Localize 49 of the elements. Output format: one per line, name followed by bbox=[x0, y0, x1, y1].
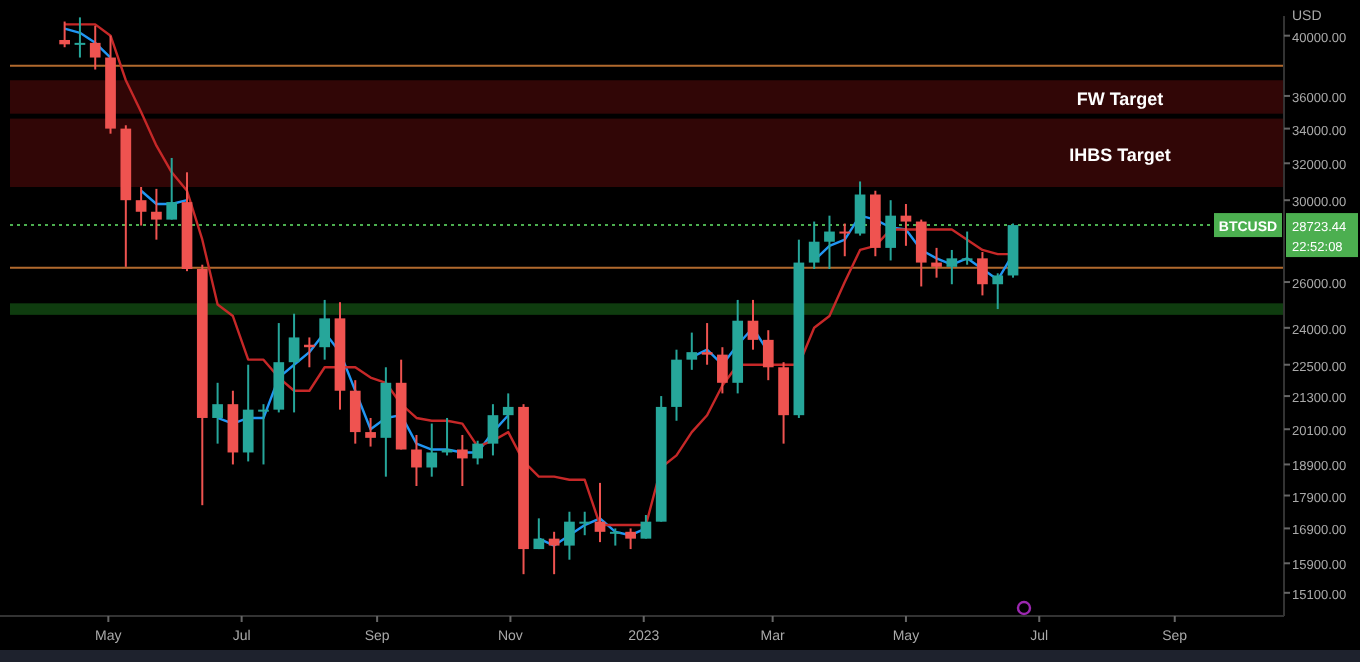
candlestick bbox=[717, 346, 728, 395]
candlestick bbox=[288, 312, 300, 414]
candlestick bbox=[640, 514, 652, 540]
candlestick bbox=[885, 199, 897, 262]
candlestick bbox=[762, 329, 774, 382]
candlestick bbox=[808, 220, 820, 270]
candlestick bbox=[961, 230, 973, 266]
candlestick bbox=[931, 246, 942, 279]
candlestick bbox=[472, 439, 483, 466]
candlestick bbox=[686, 331, 698, 371]
candlestick bbox=[212, 381, 223, 445]
candlestick bbox=[135, 186, 147, 227]
candlestick bbox=[701, 322, 713, 366]
candlestick bbox=[946, 248, 958, 286]
candlestick bbox=[900, 203, 912, 247]
candlestick bbox=[273, 322, 285, 414]
candlestick bbox=[977, 251, 988, 297]
candlestick bbox=[747, 298, 759, 351]
band-label: IHBS Target bbox=[1069, 144, 1171, 165]
candlestick bbox=[533, 517, 545, 551]
candlestick bbox=[824, 214, 835, 270]
candlestick bbox=[579, 510, 591, 537]
candlestick bbox=[258, 403, 269, 466]
candlestick bbox=[59, 20, 70, 49]
candlestick bbox=[548, 530, 560, 576]
candlestick bbox=[915, 218, 927, 288]
band-label: FW Target bbox=[1076, 88, 1164, 109]
candlestick bbox=[502, 392, 514, 431]
candlestick bbox=[625, 527, 636, 551]
candlestick bbox=[411, 433, 422, 488]
candlestick bbox=[349, 379, 361, 445]
candlestick bbox=[778, 361, 789, 445]
candlestick bbox=[365, 416, 376, 448]
candlestick bbox=[609, 527, 621, 547]
candlestick bbox=[487, 403, 499, 457]
candlestick bbox=[456, 433, 468, 488]
candlestick bbox=[992, 272, 1004, 311]
candlestick bbox=[89, 24, 101, 71]
candlestick bbox=[564, 510, 575, 561]
candlestick bbox=[426, 422, 438, 478]
candlestick bbox=[151, 187, 162, 241]
candlestick bbox=[839, 222, 851, 258]
candlestick bbox=[166, 156, 178, 221]
candlestick bbox=[319, 298, 331, 361]
candlestick bbox=[594, 481, 606, 544]
candlestick bbox=[854, 180, 866, 237]
candlestick bbox=[242, 363, 254, 463]
candlestick bbox=[74, 16, 86, 59]
candlestick bbox=[671, 348, 682, 422]
